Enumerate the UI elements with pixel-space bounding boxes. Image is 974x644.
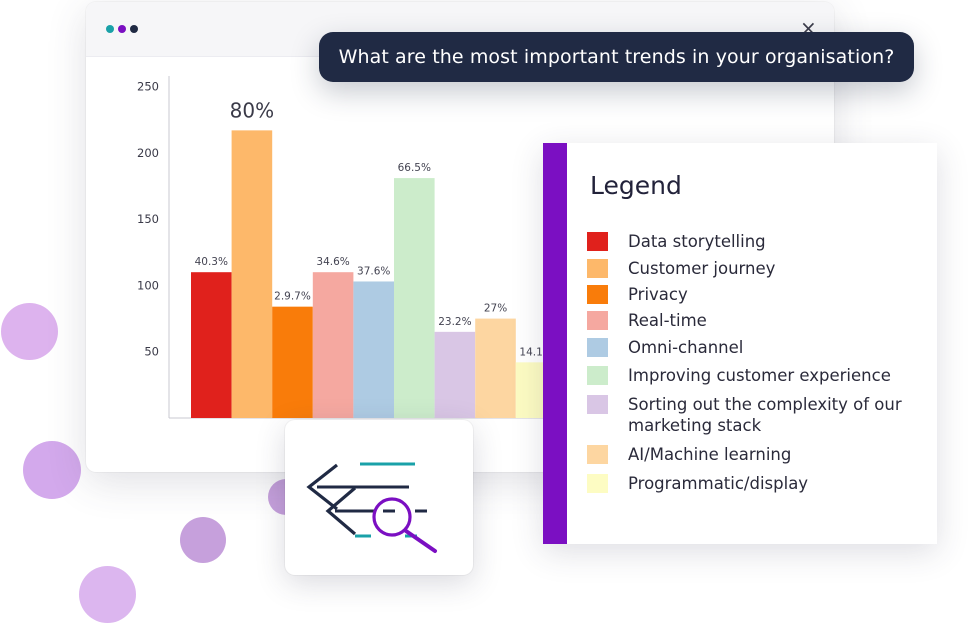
y-tick-label: 250 xyxy=(137,80,159,94)
bar xyxy=(394,178,435,418)
legend-swatch xyxy=(587,445,608,464)
window-dot xyxy=(130,25,138,33)
question-banner: What are the most important trends in yo… xyxy=(319,32,914,82)
legend-label: Improving customer experience xyxy=(628,366,891,385)
legend-title: Legend xyxy=(590,171,682,200)
arrow-left-icon xyxy=(306,463,338,511)
bar-data-label: 2.9.7% xyxy=(274,291,311,303)
legend-label: Real-time xyxy=(628,311,707,330)
legend-swatch xyxy=(587,474,608,493)
legend-label: Customer journey xyxy=(628,259,776,278)
decor-bubble xyxy=(23,441,81,499)
magnifier-icon xyxy=(372,497,412,537)
arrow-left-icon xyxy=(325,486,357,536)
bar-data-label: 23.2% xyxy=(438,316,471,328)
search-trends-icon xyxy=(306,462,437,553)
legend-swatch xyxy=(587,259,608,278)
legend-swatch xyxy=(587,232,608,251)
bar xyxy=(191,272,232,418)
legend-accent-stripe xyxy=(543,143,567,544)
bar-data-label: 27% xyxy=(484,303,507,315)
bar xyxy=(434,331,476,418)
legend-swatch xyxy=(587,285,608,304)
search-trends-card xyxy=(285,420,473,575)
window-dot xyxy=(118,25,126,33)
legend-label: Sorting out the complexity of our market… xyxy=(628,395,902,435)
decor-bubble xyxy=(79,566,136,623)
bar-data-label: 80% xyxy=(230,98,274,122)
legend-label: Privacy xyxy=(628,285,688,304)
bar-data-label: 34.6% xyxy=(316,256,349,268)
bar xyxy=(231,130,273,418)
legend-swatch xyxy=(587,395,608,414)
y-tick-label: 50 xyxy=(144,345,159,359)
bar-data-label: 66.5% xyxy=(398,162,431,174)
bar xyxy=(475,318,516,418)
bar-data-label: 37.6% xyxy=(357,265,390,277)
legend-swatch xyxy=(587,338,608,357)
bar xyxy=(312,272,354,418)
bar-data-label: 40.3% xyxy=(195,256,228,268)
decor-bubble xyxy=(180,517,226,563)
legend-label: AI/Machine learning xyxy=(628,445,792,464)
legend-swatch xyxy=(587,311,608,330)
decor-bubble xyxy=(1,303,58,360)
legend-label: Programmatic/display xyxy=(628,474,809,493)
bar xyxy=(353,281,394,418)
legend-label: Data storytelling xyxy=(628,232,766,251)
legend-label: Omni-channel xyxy=(628,338,744,357)
y-tick-label: 200 xyxy=(137,146,159,160)
legend-swatch xyxy=(587,366,608,385)
window-dot xyxy=(106,25,114,33)
magnifier-handle xyxy=(404,529,437,553)
y-tick-label: 150 xyxy=(137,212,159,226)
legend-card: Legend Data storytelling Customer journey… xyxy=(543,143,937,544)
bar xyxy=(272,306,313,418)
y-tick-label: 100 xyxy=(137,278,159,292)
